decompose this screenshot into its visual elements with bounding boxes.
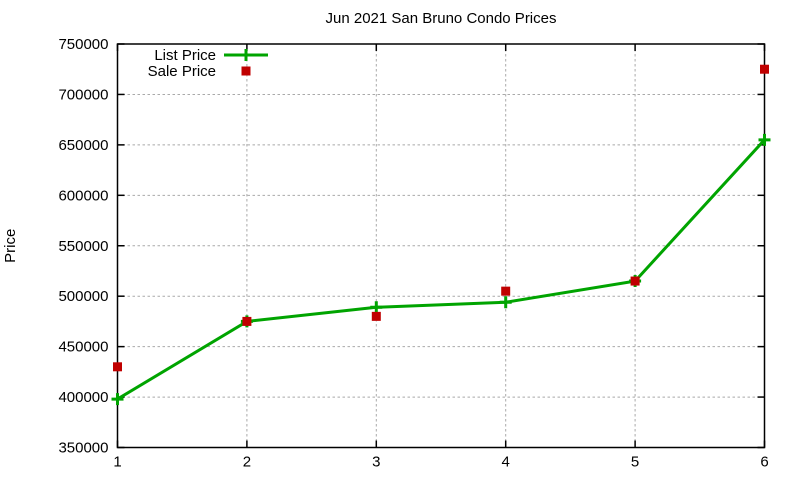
list-price-marker xyxy=(499,296,512,309)
sale-price-marker xyxy=(113,362,122,372)
sale-price-marker xyxy=(630,276,640,286)
chart-title: Jun 2021 San Bruno Condo Prices xyxy=(326,10,557,27)
y-tick-label: 500000 xyxy=(58,288,108,305)
legend-square-marker xyxy=(241,66,251,76)
y-tick-label: 700000 xyxy=(58,86,108,103)
y-tick-label: 600000 xyxy=(58,187,108,204)
legend-plus-marker xyxy=(240,49,252,61)
sale-price-marker xyxy=(242,316,252,326)
sale-price-marker xyxy=(501,286,511,296)
x-tick-label: 4 xyxy=(502,454,510,471)
x-tick-label: 5 xyxy=(631,454,639,471)
list-price-marker xyxy=(370,301,383,314)
list-price-marker xyxy=(111,393,124,406)
y-tick-label: 400000 xyxy=(58,389,108,406)
sale-price-marker xyxy=(371,311,381,321)
list-price-line xyxy=(116,138,766,401)
x-tick-label: 6 xyxy=(760,454,768,471)
sale-price-marker xyxy=(760,64,769,74)
y-tick-label: 750000 xyxy=(58,36,108,53)
y-tick-label: 350000 xyxy=(58,440,108,457)
y-tick-label: 650000 xyxy=(58,137,108,154)
y-tick-label: 450000 xyxy=(58,339,108,356)
x-tick-label: 3 xyxy=(372,454,380,471)
y-axis-label: Price xyxy=(2,229,19,263)
legend-label-sale-price: Sale Price xyxy=(148,63,216,80)
x-tick-label: 1 xyxy=(113,454,121,471)
x-tick-label: 2 xyxy=(243,454,251,471)
legend-label-list-price: List Price xyxy=(154,47,216,64)
list-price-marker xyxy=(758,133,771,146)
y-tick-label: 550000 xyxy=(58,238,108,255)
